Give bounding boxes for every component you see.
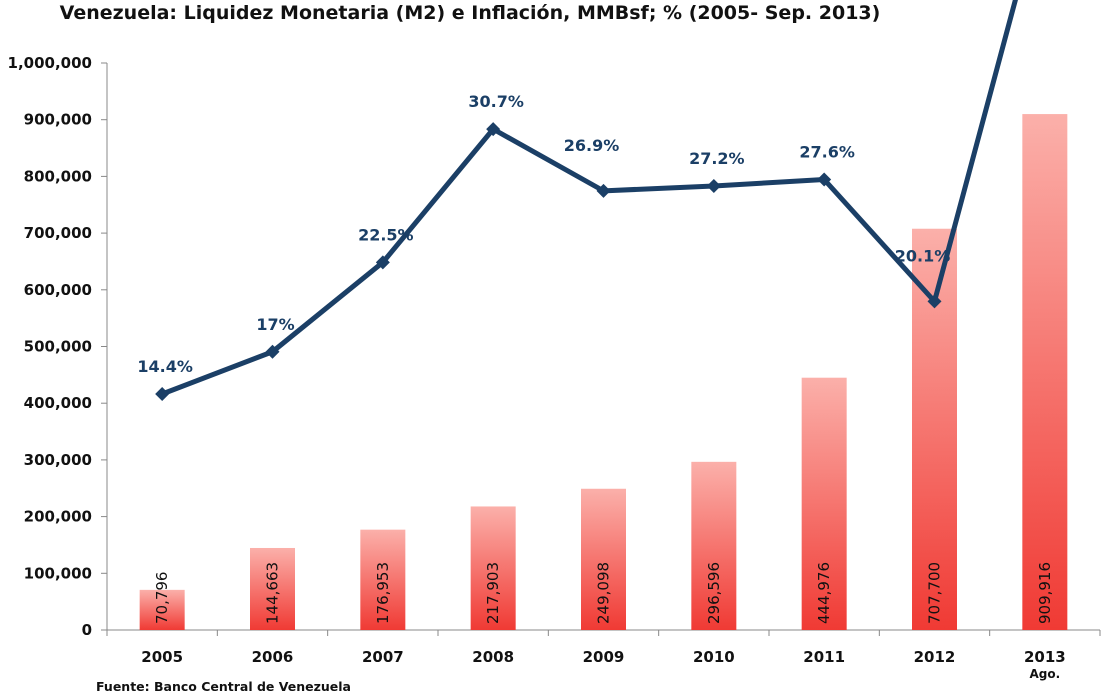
bar-data-label: 217,903 <box>484 562 502 624</box>
x-tick-label: 2012 <box>914 648 956 666</box>
y-tick-label: 100,000 <box>24 564 92 582</box>
source-note: Fuente: Banco Central de Venezuela <box>96 679 351 694</box>
bar <box>1022 114 1068 630</box>
bar-data-label: 249,098 <box>595 562 613 624</box>
x-tick-sublabel: Ago. <box>1029 667 1060 681</box>
bar-data-label: 707,700 <box>926 562 944 624</box>
bar-data-label: 144,663 <box>264 562 282 624</box>
inflation-data-label: 20.1% <box>895 246 951 265</box>
bar-data-label: 444,976 <box>815 562 833 624</box>
bar-data-label: 296,596 <box>705 562 723 624</box>
y-tick-label: 500,000 <box>24 338 92 356</box>
x-tick-label: 2013 <box>1024 648 1066 666</box>
inflation-data-label: 27.2% <box>689 149 745 168</box>
y-tick-label: 0 <box>82 621 92 639</box>
bar <box>581 488 626 630</box>
bar-data-label: 176,953 <box>374 562 392 624</box>
y-tick-label: 1,000,000 <box>8 54 92 72</box>
inflation-data-label: 17% <box>256 315 294 334</box>
y-tick-label: 900,000 <box>24 111 92 129</box>
x-tick-label: 2011 <box>803 648 845 666</box>
y-tick-label: 300,000 <box>24 451 92 469</box>
inflation-marker <box>375 255 390 270</box>
bar <box>360 529 406 630</box>
y-tick-label: 400,000 <box>24 394 92 412</box>
inflation-marker <box>155 387 170 401</box>
inflation-marker <box>265 344 280 359</box>
x-tick-label: 2010 <box>693 648 735 666</box>
bar-data-label: 70,796 <box>153 572 171 625</box>
y-tick-label: 200,000 <box>24 508 92 526</box>
inflation-data-label: 22.5% <box>358 225 414 244</box>
inflation-marker <box>486 122 501 137</box>
bar <box>470 506 516 630</box>
x-tick-label: 2007 <box>362 648 404 666</box>
inflation-marker <box>927 294 942 309</box>
bar <box>691 461 737 630</box>
chart-title: Venezuela: Liquidez Monetaria (M2) e Inf… <box>59 2 881 24</box>
x-tick-label: 2005 <box>141 648 183 666</box>
y-tick-label: 600,000 <box>24 281 92 299</box>
bar-data-label: 909,916 <box>1036 562 1054 624</box>
bar-data-labels: 70,796 144,663 176,953 217,903 249,098 296,59… <box>153 562 1054 624</box>
x-tick-label: 2009 <box>583 648 625 666</box>
x-tick-label: 2008 <box>472 648 514 666</box>
inflation-marker <box>706 179 721 193</box>
inflation-data-label: 27.6% <box>799 143 855 162</box>
inflation-data-label: 30.7% <box>468 92 524 111</box>
y-tick-label: 700,000 <box>24 224 92 242</box>
bar <box>801 377 847 630</box>
inflation-marker <box>817 172 832 187</box>
inflation-data-label: 14.4% <box>137 357 193 376</box>
inflation-data-labels: 14.4%17%22.5%30.7%26.9%27.2%27.6%20.1%45… <box>137 92 951 376</box>
y-axis: 0 100,000 200,000 300,000 400,000 500,000 600,… <box>8 54 108 639</box>
x-tick-label: 2006 <box>252 648 294 666</box>
inflation-marker <box>596 183 611 198</box>
inflation-data-label: 26.9% <box>564 136 620 155</box>
bar <box>139 589 185 630</box>
bar <box>250 547 295 630</box>
y-tick-label: 800,000 <box>24 167 92 185</box>
inflation-series <box>155 0 1018 401</box>
